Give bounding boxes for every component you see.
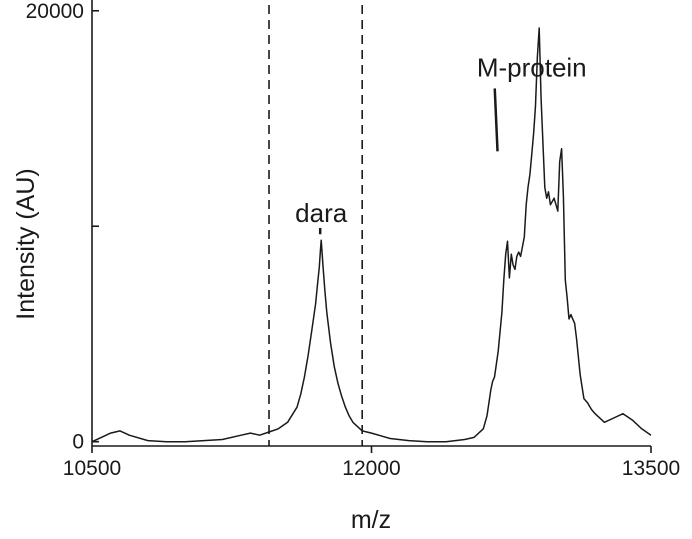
m-protein-pointer-line bbox=[493, 88, 499, 152]
spectrum-series-line bbox=[91, 27, 652, 443]
x-axis-title: m/z bbox=[351, 506, 391, 534]
x-tick-label-10500: 10500 bbox=[63, 457, 121, 480]
y-tick-label-20000: 20000 bbox=[26, 0, 84, 23]
x-tick-label-13500: 13500 bbox=[622, 457, 680, 480]
x-tick-label-12000: 12000 bbox=[342, 457, 400, 480]
y-axis-title: Intensity (AU) bbox=[12, 168, 40, 319]
m-protein-annotation: M-protein bbox=[477, 52, 587, 82]
y-tick-label-0: 0 bbox=[72, 431, 84, 454]
dara-annotation: dara bbox=[295, 198, 348, 228]
